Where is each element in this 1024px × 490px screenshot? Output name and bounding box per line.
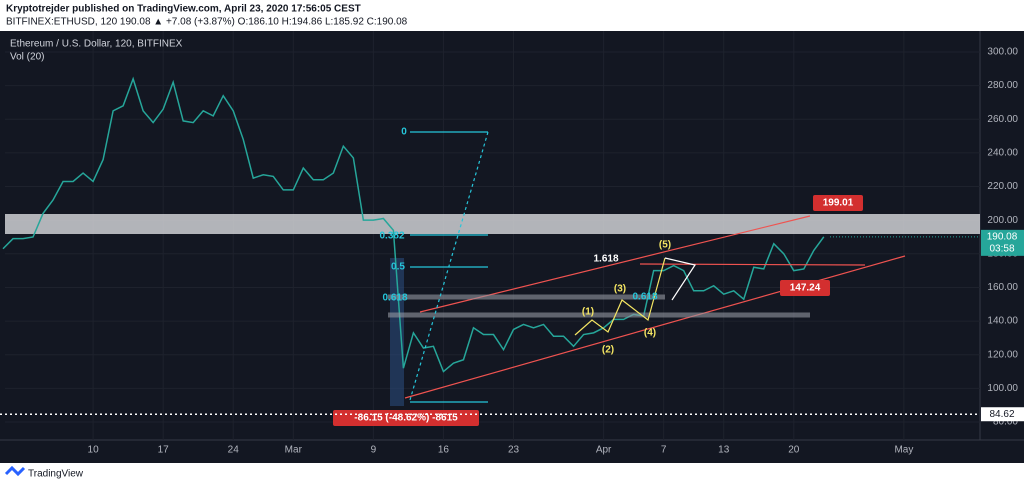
y-tick-label: 100.00 xyxy=(987,383,1018,394)
annotation: 0.618 xyxy=(632,292,657,303)
chart-title: Ethereum / U.S. Dollar, 120, BITFINEX xyxy=(10,39,183,50)
publisher: Kryptotrejder published on TradingView.c… xyxy=(6,4,361,15)
x-tick-label: 20 xyxy=(788,445,800,456)
footer-brand: TradingView xyxy=(28,469,84,480)
chart-bg xyxy=(0,31,1024,463)
annotation: 0.5 xyxy=(391,262,405,273)
y-tick-label: 200.00 xyxy=(987,215,1018,226)
x-tick-label: 9 xyxy=(371,445,377,456)
y-tick-label: 220.00 xyxy=(987,181,1018,192)
triangle xyxy=(664,257,696,301)
symbol-line: BITFINEX:ETHUSD, 120 190.08 ▲ +7.08 (+3.… xyxy=(6,17,408,28)
x-tick-label: 23 xyxy=(508,445,520,456)
annotation: 147.24 xyxy=(790,283,821,294)
x-tick-label: 24 xyxy=(228,445,240,456)
x-tick-label: 16 xyxy=(438,445,450,456)
y-tick-label: 80.00 xyxy=(993,417,1018,428)
y-tick-label: 140.00 xyxy=(987,316,1018,327)
grid xyxy=(5,31,980,440)
x-tick-label: 7 xyxy=(661,445,667,456)
y-tick-label: 160.00 xyxy=(987,282,1018,293)
annotation: (3) xyxy=(614,284,626,295)
annotation: (5) xyxy=(659,240,671,251)
x-tick-label: Apr xyxy=(596,445,612,456)
annotation: 0.382 xyxy=(379,231,404,242)
last-price-bg xyxy=(981,229,1024,256)
annotation: (1) xyxy=(582,307,594,318)
annotation: (4) xyxy=(644,328,656,339)
annotation-box xyxy=(780,280,830,296)
annotation: -86.15 (-48.62%) -8615 xyxy=(354,413,458,424)
x-tick-label: 13 xyxy=(718,445,730,456)
annotation-box xyxy=(333,410,479,426)
annotation: 1.618 xyxy=(593,254,618,265)
horizontal-line xyxy=(639,263,866,266)
logo xyxy=(4,465,26,477)
countdown: 03:58 xyxy=(989,243,1014,254)
footer-bg xyxy=(0,463,1024,485)
resistance-zone xyxy=(5,214,980,234)
x-tick-label: 17 xyxy=(158,445,170,456)
channel-bottom xyxy=(404,255,906,399)
low-label-bg xyxy=(981,407,1024,422)
y-tick-label: 260.00 xyxy=(987,114,1018,125)
y-tick-label: 280.00 xyxy=(987,80,1018,91)
fib-trend xyxy=(409,131,489,401)
elliott-wave xyxy=(574,257,666,336)
annotation: 0 xyxy=(401,127,407,138)
x-tick-label: Mar xyxy=(285,445,303,456)
x-tick-label: May xyxy=(894,445,913,456)
drawings xyxy=(388,131,906,403)
volume-label: Vol (20) xyxy=(10,52,44,63)
annotation-box xyxy=(813,195,863,211)
annotations: 199.01 147.24 -86.15 (-48.62%) -8615 0 0.382… xyxy=(333,127,863,426)
low-label: 84.62 xyxy=(989,409,1014,420)
y-tick-label: 300.00 xyxy=(987,47,1018,58)
y-tick-label: 120.00 xyxy=(987,349,1018,360)
annotation: 0.618 xyxy=(382,293,407,304)
x-tick-label: 10 xyxy=(88,445,100,456)
annotation: (2) xyxy=(602,345,614,356)
annotation: 199.01 xyxy=(823,198,854,209)
y-tick-label: 240.00 xyxy=(987,148,1018,159)
last-price-label: 190.08 xyxy=(987,231,1018,242)
